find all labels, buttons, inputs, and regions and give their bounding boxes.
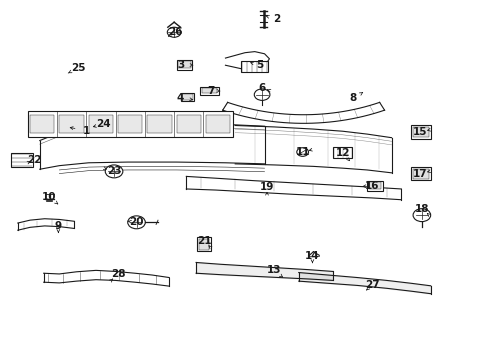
Bar: [200, 87, 219, 95]
Circle shape: [128, 216, 146, 229]
Bar: [333, 147, 352, 158]
Bar: [30, 115, 54, 134]
Bar: [199, 239, 209, 249]
Circle shape: [254, 89, 270, 100]
Text: 8: 8: [350, 93, 357, 103]
Text: 4: 4: [177, 93, 184, 103]
Bar: [118, 115, 143, 134]
Bar: [178, 61, 191, 68]
Text: 17: 17: [413, 169, 427, 179]
Bar: [202, 88, 217, 93]
Bar: [27, 111, 233, 137]
Text: 27: 27: [365, 280, 379, 290]
Bar: [176, 59, 192, 69]
Bar: [147, 115, 172, 134]
Text: 26: 26: [169, 27, 183, 37]
Text: 16: 16: [365, 181, 379, 191]
Bar: [11, 153, 33, 167]
Bar: [241, 61, 268, 72]
Bar: [367, 181, 383, 191]
Text: 20: 20: [129, 217, 144, 227]
Bar: [413, 169, 429, 179]
Text: 15: 15: [413, 127, 427, 137]
Circle shape: [167, 27, 181, 37]
Circle shape: [297, 148, 309, 156]
Text: 28: 28: [111, 269, 125, 279]
Text: 6: 6: [259, 83, 266, 93]
Text: 24: 24: [96, 119, 111, 129]
Bar: [411, 167, 431, 180]
Bar: [180, 93, 194, 101]
Text: 2: 2: [273, 14, 280, 24]
Bar: [206, 115, 230, 134]
Bar: [369, 182, 381, 189]
Text: 7: 7: [207, 86, 215, 96]
Text: 3: 3: [177, 59, 184, 69]
Text: 11: 11: [295, 147, 310, 157]
Bar: [176, 115, 201, 134]
Bar: [413, 127, 429, 137]
Text: 14: 14: [305, 251, 320, 261]
Bar: [89, 115, 113, 134]
Text: 23: 23: [107, 166, 122, 176]
Bar: [411, 125, 431, 139]
Text: 10: 10: [42, 192, 57, 202]
Circle shape: [105, 165, 123, 178]
Text: 19: 19: [260, 182, 274, 192]
Bar: [182, 94, 193, 100]
Text: 5: 5: [256, 60, 263, 70]
Text: 1: 1: [83, 126, 90, 135]
Bar: [59, 115, 84, 134]
Text: 18: 18: [415, 204, 429, 214]
Bar: [197, 237, 211, 251]
Text: 9: 9: [55, 221, 62, 231]
Circle shape: [413, 209, 431, 222]
Text: 21: 21: [196, 236, 211, 246]
Text: 22: 22: [26, 155, 41, 165]
Text: 13: 13: [267, 265, 282, 275]
Text: 25: 25: [71, 63, 85, 73]
Text: 12: 12: [336, 148, 350, 158]
